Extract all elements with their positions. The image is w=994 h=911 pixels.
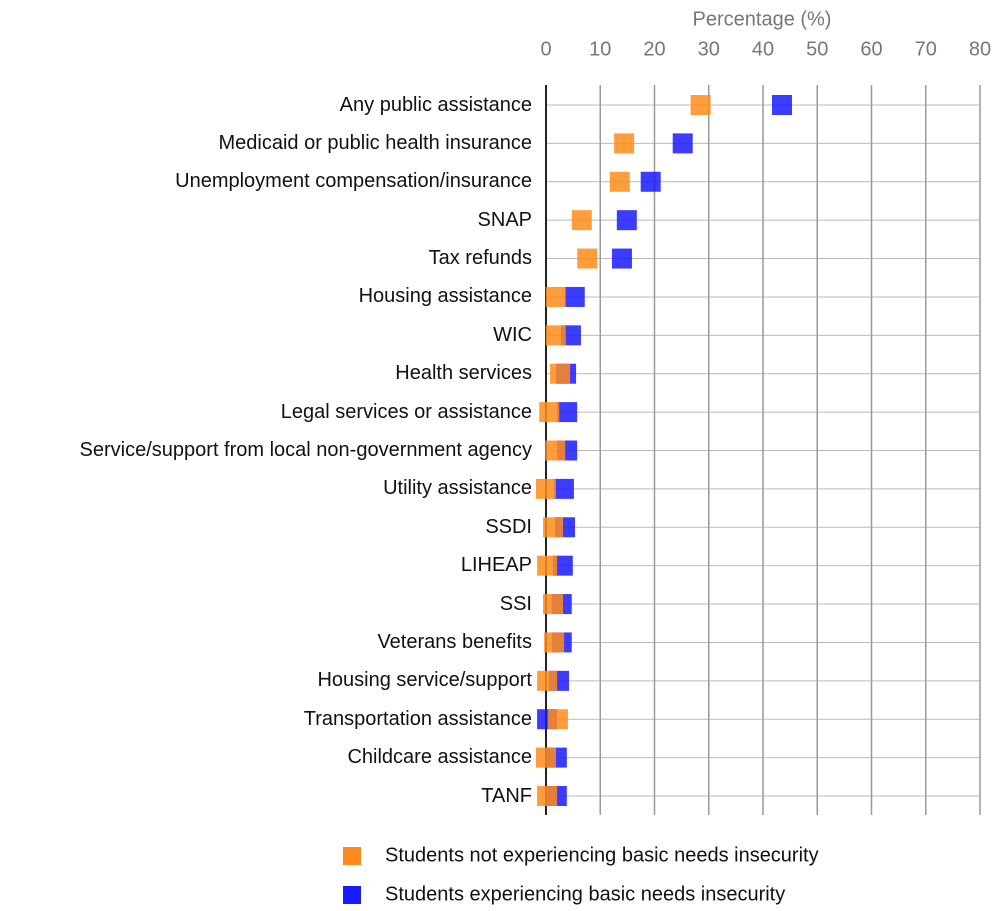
category-label: Housing assistance <box>358 285 532 308</box>
category-label: Childcare assistance <box>347 746 532 769</box>
marker <box>553 478 574 499</box>
marker <box>545 286 566 307</box>
x-tick-label: 80 <box>969 38 991 60</box>
x-tick-label: 40 <box>752 38 774 60</box>
marker <box>536 478 556 499</box>
legend-swatch <box>343 886 361 904</box>
marker <box>577 248 598 269</box>
marker <box>611 248 632 269</box>
marker <box>547 709 568 730</box>
category-label: Legal services or assistance <box>280 400 532 423</box>
category-label: TANF <box>481 784 532 807</box>
marker <box>543 594 564 615</box>
marker <box>544 632 565 653</box>
x-tick-label: 30 <box>698 38 720 60</box>
marker <box>557 402 578 423</box>
x-tick-label: 0 <box>540 38 551 60</box>
marker <box>545 325 566 346</box>
marker <box>690 95 711 115</box>
marker <box>545 440 566 461</box>
marker <box>537 555 558 576</box>
marker <box>614 133 635 154</box>
category-label: Health services <box>395 362 532 385</box>
marker <box>564 286 585 307</box>
category-label: Service/support from local non-governmen… <box>79 439 532 461</box>
category-label: Unemployment compensation/insurance <box>175 170 532 193</box>
x-tick-label: 20 <box>643 38 665 60</box>
marker <box>771 95 792 115</box>
category-label: SSDI <box>485 515 532 538</box>
marker <box>552 555 573 576</box>
marker <box>560 325 581 346</box>
category-label: Housing service/support <box>317 669 532 692</box>
category-label: Utility assistance <box>383 477 532 500</box>
marker <box>571 210 592 231</box>
marker <box>640 171 661 192</box>
category-label: Veterans benefits <box>377 630 532 653</box>
marker <box>539 402 560 423</box>
category-label: SNAP <box>477 208 532 231</box>
marker <box>616 210 637 231</box>
marker <box>543 517 564 538</box>
x-tick-label: 50 <box>806 38 828 60</box>
marker <box>550 363 571 384</box>
marker <box>609 171 630 192</box>
marker <box>537 670 558 691</box>
category-label: SSI <box>499 592 532 615</box>
x-axis-title: Percentage (%) <box>693 8 832 30</box>
legend-swatch <box>343 847 361 865</box>
marker <box>672 133 693 154</box>
category-label: Medicaid or public health insurance <box>218 131 532 154</box>
category-label: Any public assistance <box>339 93 532 116</box>
x-tick-label: 60 <box>860 38 882 60</box>
x-tick-label: 70 <box>915 38 937 60</box>
category-label: Transportation assistance <box>303 707 532 730</box>
marker <box>536 747 556 768</box>
x-tick-label: 10 <box>589 38 611 60</box>
legend-label: Students experiencing basic needs insecu… <box>385 883 785 905</box>
category-label: WIC <box>493 323 532 346</box>
category-label: LIHEAP <box>460 554 532 577</box>
legend-label: Students not experiencing basic needs in… <box>385 844 819 866</box>
category-label: Tax refunds <box>428 247 532 270</box>
marker <box>537 786 558 806</box>
